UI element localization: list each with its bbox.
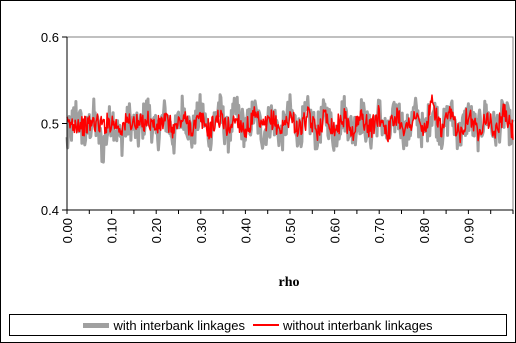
series-line-1 xyxy=(66,94,514,144)
x-tick-label-8: 0.80 xyxy=(417,218,432,243)
x-tick-label-9: 0.90 xyxy=(461,218,476,243)
legend-label-without-linkages: without interbank linkages xyxy=(282,317,433,333)
legend-item-without-linkages: without interbank linkages xyxy=(252,317,433,333)
x-tick-label-0: 0.00 xyxy=(60,218,75,243)
series-layer xyxy=(65,93,515,164)
legend-swatch-gray xyxy=(83,322,110,328)
y-tick-label-2: 0.6 xyxy=(41,30,59,45)
x-tick-label-2: 0.20 xyxy=(149,218,164,243)
x-axis-title: rho xyxy=(279,275,300,290)
legend-label-with-linkages: with interbank linkages xyxy=(113,317,245,333)
x-tick-label-5: 0.50 xyxy=(283,218,298,243)
axes-layer: 0.4 0.5 0.6 0.00 0.10 0.20 0.30 0.40 0.50 0.60 0.7… xyxy=(41,30,514,243)
x-tick-label-3: 0.30 xyxy=(194,218,209,243)
x-tick-label-4: 0.40 xyxy=(238,218,253,243)
legend: with interbank linkages without interban… xyxy=(9,314,507,336)
legend-item-with-linkages: with interbank linkages xyxy=(83,318,245,333)
x-tick-label-6: 0.60 xyxy=(328,218,343,243)
x-tick-label-7: 0.70 xyxy=(372,218,387,243)
y-tick-label-1: 0.5 xyxy=(41,117,59,132)
x-tick-label-1: 0.10 xyxy=(105,218,120,243)
y-tick-label-0: 0.4 xyxy=(41,203,59,218)
legend-swatch-red xyxy=(252,324,279,326)
